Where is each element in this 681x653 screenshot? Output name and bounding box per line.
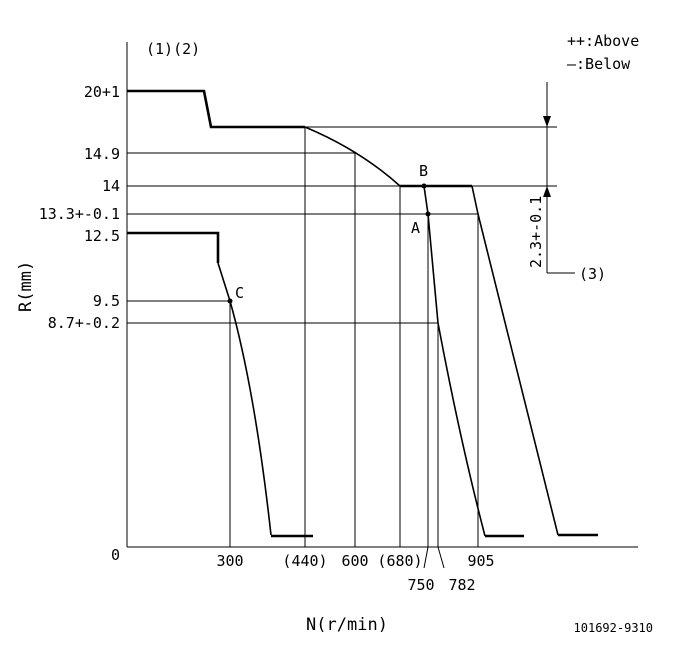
x-tick-300: 300 <box>216 552 243 570</box>
dim-arrow-down <box>543 116 551 127</box>
x-tick-782: 782 <box>448 576 475 594</box>
curve-lower-plateau <box>127 231 220 263</box>
dim-2-3: 2.3+-0.1 <box>527 196 545 268</box>
point-c-label: C <box>235 284 244 302</box>
point-a-marker <box>425 211 431 217</box>
refs-1-2: (1)(2) <box>146 40 200 58</box>
y-tick-12-5: 12.5 <box>84 227 120 245</box>
x-tick-600: 600 <box>341 552 368 570</box>
y-tick-20: 20+1 <box>84 83 120 101</box>
y-tick-13-3: 13.3+-0.1 <box>39 205 120 223</box>
point-a-label: A <box>411 219 420 237</box>
figure-id: 101692-9310 <box>574 621 653 635</box>
ref-3: (3) <box>579 265 606 283</box>
x-tick-905: 905 <box>467 552 494 570</box>
y-tick-8-7: 8.7+-0.2 <box>48 314 120 332</box>
curve-upper-plateau <box>127 89 305 129</box>
x-tick-680: (680) <box>377 552 422 570</box>
x-tick-750: 750 <box>407 576 434 594</box>
legend-above: ++:Above <box>567 32 639 50</box>
y-tick-14: 14 <box>102 177 120 195</box>
x-tick-440: (440) <box>282 552 327 570</box>
legend-below: —:Below <box>567 55 631 73</box>
tick-750-lead <box>423 546 429 569</box>
y-tick-14-9: 14.9 <box>84 145 120 163</box>
point-b-label: B <box>419 162 428 180</box>
curve-lower-drop <box>217 262 272 536</box>
y-tick-0: 0 <box>111 546 120 564</box>
curve-drop-b <box>423 185 486 537</box>
dim-arrow-up <box>543 186 551 197</box>
y-tick-9-5: 9.5 <box>93 292 120 310</box>
point-b-marker <box>421 183 427 189</box>
curve-drop-905 <box>471 185 559 536</box>
y-axis-title: R(mm) <box>16 261 36 312</box>
tick-782-lead <box>437 546 445 569</box>
point-c-marker <box>227 298 233 304</box>
x-axis-title: N(r/min) <box>306 615 388 635</box>
curve-upper-droop <box>304 126 401 187</box>
